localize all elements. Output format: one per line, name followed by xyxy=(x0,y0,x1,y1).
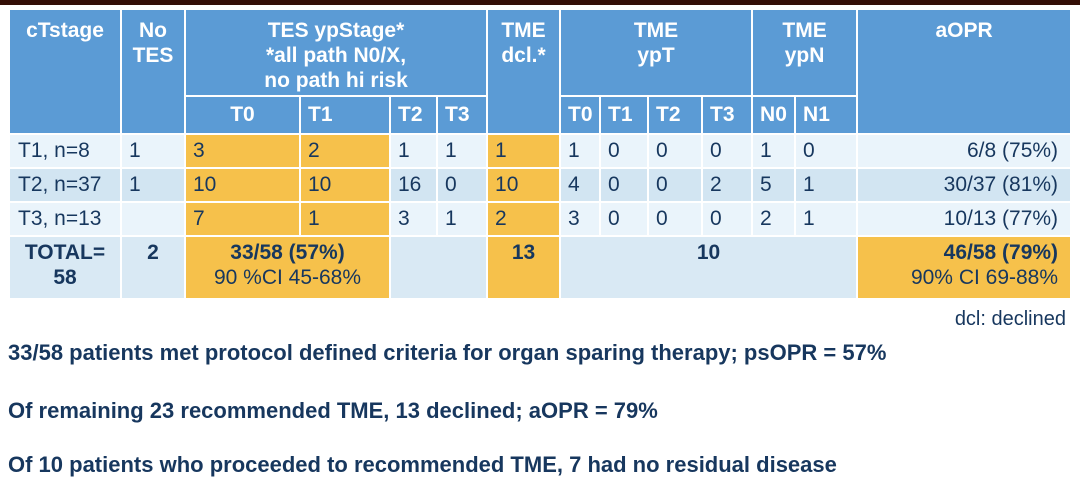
cell-no-tes: 1 xyxy=(120,133,186,169)
table-row-t1: T1, n=8 1 3 2 1 1 1 1 0 0 0 1 0 6/8 (75%… xyxy=(8,133,1073,169)
cell-tes-t1: 1 xyxy=(299,201,391,237)
cell-tes-t1: 10 xyxy=(299,167,391,203)
cell-tes-t2: 3 xyxy=(389,201,438,237)
row-label: T1, n=8 xyxy=(8,133,122,169)
cell-tme-dcl: 2 xyxy=(486,201,562,237)
header-tes-ypstage: TES ypStage* *all path N0/X, no path hi … xyxy=(183,8,489,97)
table-row-t2: T2, n=37 1 10 10 16 0 10 4 0 0 2 5 1 30/… xyxy=(8,167,1073,203)
table-row-total: TOTAL= 58 2 33/58 (57%) 90 %CI 45-68% 13… xyxy=(8,235,1073,300)
cell-no-tes: 1 xyxy=(120,167,186,203)
cell-ypn-n0: 5 xyxy=(751,167,797,203)
cell-ypt-t2: 0 xyxy=(647,201,704,237)
cell-tes-t3: 1 xyxy=(435,201,489,237)
header-tme-ypt: TME ypT xyxy=(559,8,754,97)
total-aopr-rate: 46/58 (79%) xyxy=(943,241,1059,264)
header-aopr: aOPR xyxy=(856,8,1073,135)
cell-tme-dcl: 10 xyxy=(486,167,562,203)
total-tes-summary: 33/58 (57%) 90 %CI 45-68% xyxy=(184,235,391,300)
subheader-ypt-t3: T3 xyxy=(701,95,754,135)
subheader-ypt-t1: T1 xyxy=(599,95,650,135)
header-tme-ypn: TME ypN xyxy=(751,8,859,97)
total-label: TOTAL= 58 xyxy=(8,235,122,300)
subheader-ypt-t0: T0 xyxy=(559,95,602,135)
header-ctstage: cTstage xyxy=(8,8,122,135)
cell-no-tes xyxy=(120,201,186,237)
cell-aopr: 30/37 (81%) xyxy=(856,167,1073,203)
total-tes-ci: 90 %CI 45-68% xyxy=(213,266,362,290)
total-tes-blank xyxy=(388,235,489,300)
cell-aopr: 10/13 (77%) xyxy=(856,201,1073,237)
header-tme-dcl: TME dcl.* xyxy=(486,8,562,135)
cell-aopr: 6/8 (75%) xyxy=(856,133,1073,169)
subheader-row: T0 T1 T2 T3 T0 T1 T2 T3 N0 N1 xyxy=(9,95,1071,135)
cell-tes-t2: 1 xyxy=(389,133,438,169)
cell-ypt-t0: 4 xyxy=(559,167,602,203)
cell-ypt-t0: 1 xyxy=(559,133,602,169)
cell-ypt-t2: 0 xyxy=(647,167,704,203)
cell-ypt-t1: 0 xyxy=(599,133,650,169)
total-aopr-summary: 46/58 (79%) 90% CI 69-88% xyxy=(856,235,1073,300)
top-border-strip xyxy=(0,0,1080,5)
cell-ypt-t2: 0 xyxy=(647,133,704,169)
header-row: cTstage No TES TES ypStage* *all path N0… xyxy=(8,8,1073,135)
subheader-tes-t0: T0 xyxy=(184,95,301,135)
summary-line-tme-outcome: Of 10 patients who proceeded to recommen… xyxy=(8,452,837,477)
row-label: T3, n=13 xyxy=(8,201,122,237)
cell-ypn-n0: 1 xyxy=(751,133,797,169)
subheader-ypt-t2: T2 xyxy=(647,95,704,135)
cell-tes-t0: 10 xyxy=(184,167,301,203)
cell-tes-t2: 16 xyxy=(389,167,438,203)
cell-ypt-t3: 0 xyxy=(701,201,754,237)
cell-ypt-t0: 3 xyxy=(559,201,602,237)
subheader-ypn-n1: N1 xyxy=(794,95,859,135)
cell-ypt-t3: 2 xyxy=(701,167,754,203)
header-no-tes: No TES xyxy=(120,8,186,135)
table-row-t3: T3, n=13 7 1 3 1 2 3 0 0 0 2 1 10/13 (77… xyxy=(8,201,1073,237)
cell-ypn-n1: 1 xyxy=(794,201,859,237)
summary-line-aopr: Of remaining 23 recommended TME, 13 decl… xyxy=(8,398,658,423)
cell-tes-t1: 2 xyxy=(299,133,391,169)
subheader-tes-t3: T3 xyxy=(435,95,489,135)
total-no-tes: 2 xyxy=(120,235,186,300)
subheader-ypn-n0: N0 xyxy=(751,95,797,135)
cell-ypt-t1: 0 xyxy=(599,167,650,203)
cell-tes-t3: 1 xyxy=(435,133,489,169)
row-label: T2, n=37 xyxy=(8,167,122,203)
total-tme-count: 10 xyxy=(559,235,859,300)
cell-ypn-n1: 0 xyxy=(794,133,859,169)
total-tes-rate: 33/58 (57%) xyxy=(230,241,345,264)
cell-tes-t3: 0 xyxy=(435,167,489,203)
cell-ypn-n0: 2 xyxy=(751,201,797,237)
summary-line-psopr: 33/58 patients met protocol defined crit… xyxy=(8,340,887,365)
cell-ypt-t3: 0 xyxy=(701,133,754,169)
results-table: cTstage No TES TES ypStage* *all path N0… xyxy=(8,8,1073,300)
subheader-tes-t2: T2 xyxy=(389,95,438,135)
cell-tes-t0: 3 xyxy=(184,133,301,169)
total-tme-dcl: 13 xyxy=(486,235,562,300)
subheader-tes-t1: T1 xyxy=(299,95,391,135)
cell-ypn-n1: 1 xyxy=(794,167,859,203)
cell-tes-t0: 7 xyxy=(184,201,301,237)
cell-ypt-t1: 0 xyxy=(599,201,650,237)
total-aopr-ci: 90% CI 69-88% xyxy=(910,266,1059,290)
dcl-footnote: dcl: declined xyxy=(954,308,1066,330)
cell-tme-dcl: 1 xyxy=(486,133,562,169)
